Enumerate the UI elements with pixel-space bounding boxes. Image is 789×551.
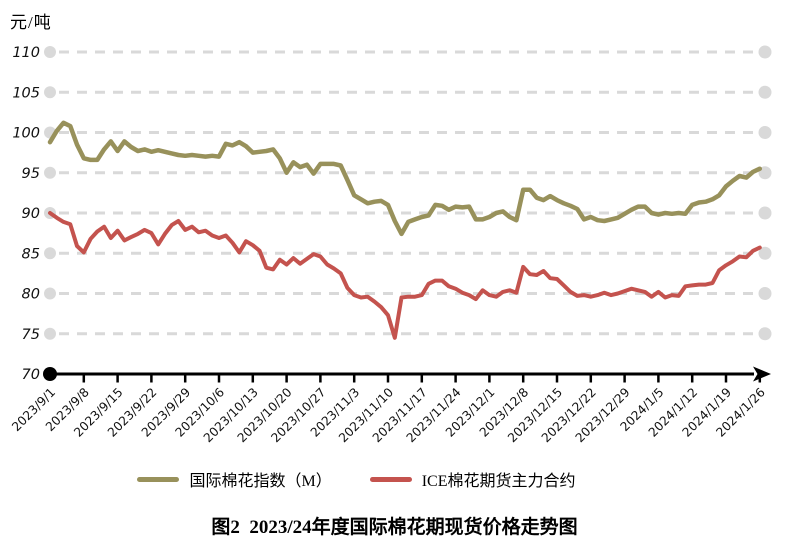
y-tick-label: 90: [22, 206, 40, 222]
gridline-left-dot-icon: [44, 46, 56, 58]
y-tick-label: 100: [12, 126, 40, 142]
y-tick-label: 110: [12, 45, 40, 61]
gridline-right-dot-icon: [758, 206, 772, 220]
legend: 国际棉花指数（M） ICE棉花期货主力合约: [0, 467, 751, 491]
m-index-line-swatch-icon: [137, 476, 180, 482]
legend-item-ice-futures: ICE棉花期货主力合约: [369, 467, 576, 491]
legend-label-m-index: 国际棉花指数（M）: [189, 473, 332, 490]
m-index-series-line: [47, 120, 763, 237]
gridline-right-dot-icon: [758, 45, 772, 59]
y-tick-label: 95: [22, 166, 40, 182]
y-tick-label: 105: [12, 85, 40, 101]
gridline-right-dot-icon: [758, 246, 772, 260]
x-axis: [43, 366, 771, 383]
gridline-right-dot-icon: [758, 85, 772, 99]
y-tick-labels: 70 75 80 85 90 95 100 105 110: [12, 45, 40, 383]
chart-title: 图2 2023/24年度国际棉花期现货价格走势图: [211, 517, 578, 538]
x-tick-labels: 2023/9/12023/9/82023/9/152023/9/222023/9…: [9, 385, 768, 445]
gridline-right-dot-icon: [758, 287, 772, 300]
axis-arrow-icon: [753, 366, 771, 382]
ice-futures-series-line: [48, 211, 762, 340]
ice-futures-line-swatch-icon: [369, 476, 412, 482]
y-gridlines: [44, 45, 772, 341]
gridline-left-dot-icon: [44, 287, 56, 300]
gridline-left-dot-icon: [44, 247, 56, 260]
gridline-right-dot-icon: [758, 126, 772, 139]
y-axis-unit-label: 元/吨: [10, 13, 52, 32]
y-tick-label: 85: [22, 246, 40, 262]
legend-label-ice-futures: ICE棉花期货主力合约: [421, 473, 576, 490]
legend-item-m-index: 国际棉花指数（M）: [137, 467, 332, 491]
y-tick-label: 70: [22, 367, 40, 383]
axis-origin-dot-icon: [43, 367, 57, 381]
y-tick-label: 80: [22, 287, 40, 303]
y-tick-label: 75: [22, 327, 40, 343]
gridline-left-dot-icon: [44, 327, 56, 340]
gridline-left-dot-icon: [44, 86, 56, 99]
gridline-left-dot-icon: [44, 166, 56, 179]
gridline-right-dot-icon: [758, 327, 772, 341]
series-lines: [47, 120, 763, 340]
